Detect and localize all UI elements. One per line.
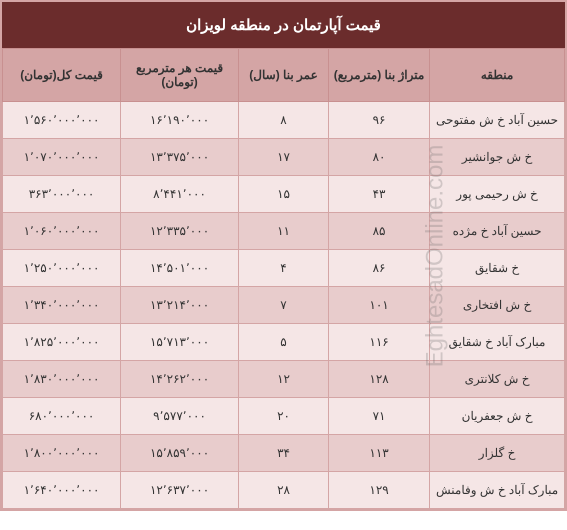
cell-age: ۵: [239, 324, 329, 361]
cell-ppm: ۱۲٬۶۳۷٬۰۰۰: [121, 472, 239, 509]
header-price-per-m: قیمت هر مترمربع (تومان): [121, 49, 239, 102]
cell-area: ۱۲۸: [328, 361, 429, 398]
cell-area: ۱۲۹: [328, 472, 429, 509]
table-row: خ شقایق ۸۶ ۴ ۱۴٬۵۰۱٬۰۰۰ ۱٬۲۵۰٬۰۰۰٬۰۰۰: [3, 250, 565, 287]
cell-region: مبارک آباد خ شقایق: [430, 324, 565, 361]
cell-region: حسین آباد خ ش مفتوحی: [430, 102, 565, 139]
cell-ppm: ۱۲٬۳۳۵٬۰۰۰: [121, 213, 239, 250]
header-region: منطقه: [430, 49, 565, 102]
cell-ppm: ۸٬۴۴۱٬۰۰۰: [121, 176, 239, 213]
table-row: خ گلزار ۱۱۳ ۳۴ ۱۵٬۸۵۹٬۰۰۰ ۱٬۸۰۰٬۰۰۰٬۰۰۰: [3, 435, 565, 472]
cell-age: ۱۵: [239, 176, 329, 213]
cell-area: ۸۶: [328, 250, 429, 287]
cell-area: ۴۳: [328, 176, 429, 213]
price-table-container: قیمت آپارتمان در منطقه لویزان منطقه مترا…: [0, 0, 567, 511]
header-total-price: قیمت کل(تومان): [3, 49, 121, 102]
table-title: قیمت آپارتمان در منطقه لویزان: [2, 2, 565, 48]
cell-region: خ ش افتخاری: [430, 287, 565, 324]
cell-region: خ ش رحیمی پور: [430, 176, 565, 213]
cell-age: ۸: [239, 102, 329, 139]
cell-total: ۱٬۲۵۰٬۰۰۰٬۰۰۰: [3, 250, 121, 287]
header-age: عمر بنا (سال): [239, 49, 329, 102]
cell-age: ۱۲: [239, 361, 329, 398]
cell-region: خ ش جوانشیر: [430, 139, 565, 176]
cell-region: خ ش کلانتری: [430, 361, 565, 398]
cell-total: ۱٬۸۲۵٬۰۰۰٬۰۰۰: [3, 324, 121, 361]
table-row: مبارک آباد خ شقایق ۱۱۶ ۵ ۱۵٬۷۱۳٬۰۰۰ ۱٬۸۲…: [3, 324, 565, 361]
table-row: خ ش کلانتری ۱۲۸ ۱۲ ۱۴٬۲۶۲٬۰۰۰ ۱٬۸۳۰٬۰۰۰٬…: [3, 361, 565, 398]
cell-region: خ شقایق: [430, 250, 565, 287]
cell-area: ۹۶: [328, 102, 429, 139]
cell-age: ۱۱: [239, 213, 329, 250]
cell-area: ۱۱۶: [328, 324, 429, 361]
cell-region: خ گلزار: [430, 435, 565, 472]
cell-total: ۳۶۳٬۰۰۰٬۰۰۰: [3, 176, 121, 213]
table-body: حسین آباد خ ش مفتوحی ۹۶ ۸ ۱۶٬۱۹۰٬۰۰۰ ۱٬۵…: [3, 102, 565, 509]
cell-total: ۱٬۶۴۰٬۰۰۰٬۰۰۰: [3, 472, 121, 509]
cell-ppm: ۱۳٬۳۷۵٬۰۰۰: [121, 139, 239, 176]
cell-total: ۱٬۸۳۰٬۰۰۰٬۰۰۰: [3, 361, 121, 398]
cell-age: ۱۷: [239, 139, 329, 176]
table-row: حسین آباد خ ش مفتوحی ۹۶ ۸ ۱۶٬۱۹۰٬۰۰۰ ۱٬۵…: [3, 102, 565, 139]
cell-region: حسین آباد خ مژده: [430, 213, 565, 250]
cell-total: ۱٬۸۰۰٬۰۰۰٬۰۰۰: [3, 435, 121, 472]
cell-age: ۴: [239, 250, 329, 287]
cell-region: مبارک آباد خ ش وفامنش: [430, 472, 565, 509]
table-row: خ ش جوانشیر ۸۰ ۱۷ ۱۳٬۳۷۵٬۰۰۰ ۱٬۰۷۰٬۰۰۰٬۰…: [3, 139, 565, 176]
cell-area: ۸۵: [328, 213, 429, 250]
header-row: منطقه متراژ بنا (مترمربع) عمر بنا (سال) …: [3, 49, 565, 102]
cell-ppm: ۱۵٬۷۱۳٬۰۰۰: [121, 324, 239, 361]
cell-ppm: ۱۴٬۵۰۱٬۰۰۰: [121, 250, 239, 287]
cell-area: ۸۰: [328, 139, 429, 176]
cell-ppm: ۱۶٬۱۹۰٬۰۰۰: [121, 102, 239, 139]
table-row: خ ش جعفریان ۷۱ ۲۰ ۹٬۵۷۷٬۰۰۰ ۶۸۰٬۰۰۰٬۰۰۰: [3, 398, 565, 435]
cell-total: ۱٬۰۶۰٬۰۰۰٬۰۰۰: [3, 213, 121, 250]
cell-total: ۱٬۵۶۰٬۰۰۰٬۰۰۰: [3, 102, 121, 139]
table-row: حسین آباد خ مژده ۸۵ ۱۱ ۱۲٬۳۳۵٬۰۰۰ ۱٬۰۶۰٬…: [3, 213, 565, 250]
cell-total: ۶۸۰٬۰۰۰٬۰۰۰: [3, 398, 121, 435]
cell-age: ۲۸: [239, 472, 329, 509]
cell-age: ۳۴: [239, 435, 329, 472]
cell-area: ۷۱: [328, 398, 429, 435]
cell-ppm: ۱۴٬۲۶۲٬۰۰۰: [121, 361, 239, 398]
table-row: مبارک آباد خ ش وفامنش ۱۲۹ ۲۸ ۱۲٬۶۳۷٬۰۰۰ …: [3, 472, 565, 509]
cell-total: ۱٬۰۷۰٬۰۰۰٬۰۰۰: [3, 139, 121, 176]
cell-age: ۷: [239, 287, 329, 324]
cell-ppm: ۱۵٬۸۵۹٬۰۰۰: [121, 435, 239, 472]
cell-area: ۱۰۱: [328, 287, 429, 324]
cell-age: ۲۰: [239, 398, 329, 435]
cell-ppm: ۹٬۵۷۷٬۰۰۰: [121, 398, 239, 435]
table-row: خ ش افتخاری ۱۰۱ ۷ ۱۳٬۲۱۴٬۰۰۰ ۱٬۳۴۰٬۰۰۰٬۰…: [3, 287, 565, 324]
cell-ppm: ۱۳٬۲۱۴٬۰۰۰: [121, 287, 239, 324]
cell-area: ۱۱۳: [328, 435, 429, 472]
header-area: متراژ بنا (مترمربع): [328, 49, 429, 102]
price-table: منطقه متراژ بنا (مترمربع) عمر بنا (سال) …: [2, 48, 565, 509]
cell-total: ۱٬۳۴۰٬۰۰۰٬۰۰۰: [3, 287, 121, 324]
cell-region: خ ش جعفریان: [430, 398, 565, 435]
table-row: خ ش رحیمی پور ۴۳ ۱۵ ۸٬۴۴۱٬۰۰۰ ۳۶۳٬۰۰۰٬۰۰…: [3, 176, 565, 213]
